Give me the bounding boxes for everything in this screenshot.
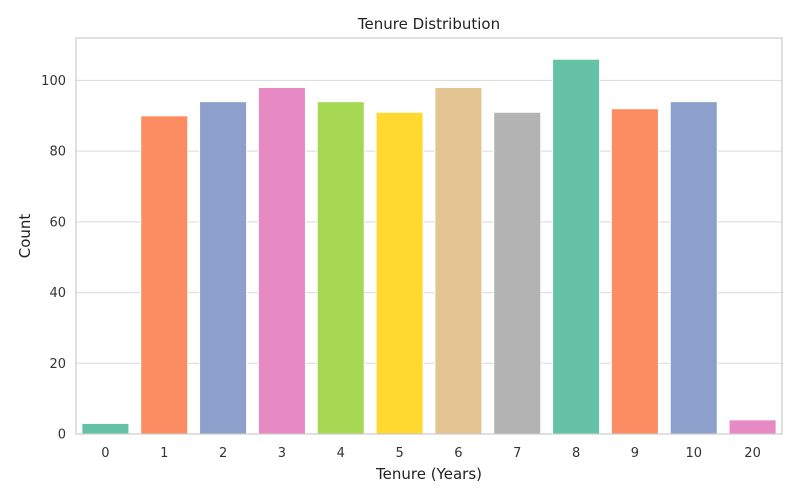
y-tick-label: 0 xyxy=(58,428,66,443)
y-tick-label: 80 xyxy=(49,145,66,160)
bars xyxy=(81,58,777,435)
bar xyxy=(434,87,483,435)
bar xyxy=(140,115,189,435)
bar xyxy=(199,101,248,435)
x-tick-label: 6 xyxy=(454,446,462,461)
bar xyxy=(316,101,365,435)
x-tick-label: 20 xyxy=(744,446,761,461)
x-tick-label: 8 xyxy=(572,446,580,461)
bar xyxy=(610,108,659,435)
x-tick-label: 0 xyxy=(101,446,109,461)
y-tick-label: 60 xyxy=(49,215,66,230)
bar xyxy=(552,58,601,435)
y-tick-label: 20 xyxy=(49,357,66,372)
x-tick-label: 3 xyxy=(278,446,286,461)
bar xyxy=(728,419,777,435)
x-tick-label: 7 xyxy=(513,446,521,461)
x-axis-label: Tenure (Years) xyxy=(375,465,482,483)
x-tick-label: 5 xyxy=(395,446,403,461)
bar xyxy=(493,111,542,435)
bar xyxy=(257,87,306,435)
x-tick-label: 2 xyxy=(219,446,227,461)
plot-frame xyxy=(75,37,783,435)
x-tick-label: 1 xyxy=(160,446,168,461)
x-tick-label: 10 xyxy=(685,446,702,461)
bar xyxy=(375,111,424,435)
y-tick-labels: 0 20 40 60 80 100 xyxy=(41,74,66,443)
y-tick-label: 100 xyxy=(41,74,66,89)
y-tick-label: 40 xyxy=(49,286,66,301)
bar xyxy=(81,422,130,435)
x-tick-label: 9 xyxy=(631,446,639,461)
x-tick-labels: 0 1 2 3 4 5 6 7 8 9 10 20 xyxy=(101,446,761,461)
x-tick-label: 4 xyxy=(337,446,345,461)
chart-title: Tenure Distribution xyxy=(357,15,500,33)
y-axis-label: Count xyxy=(16,214,34,259)
bar xyxy=(669,101,718,435)
